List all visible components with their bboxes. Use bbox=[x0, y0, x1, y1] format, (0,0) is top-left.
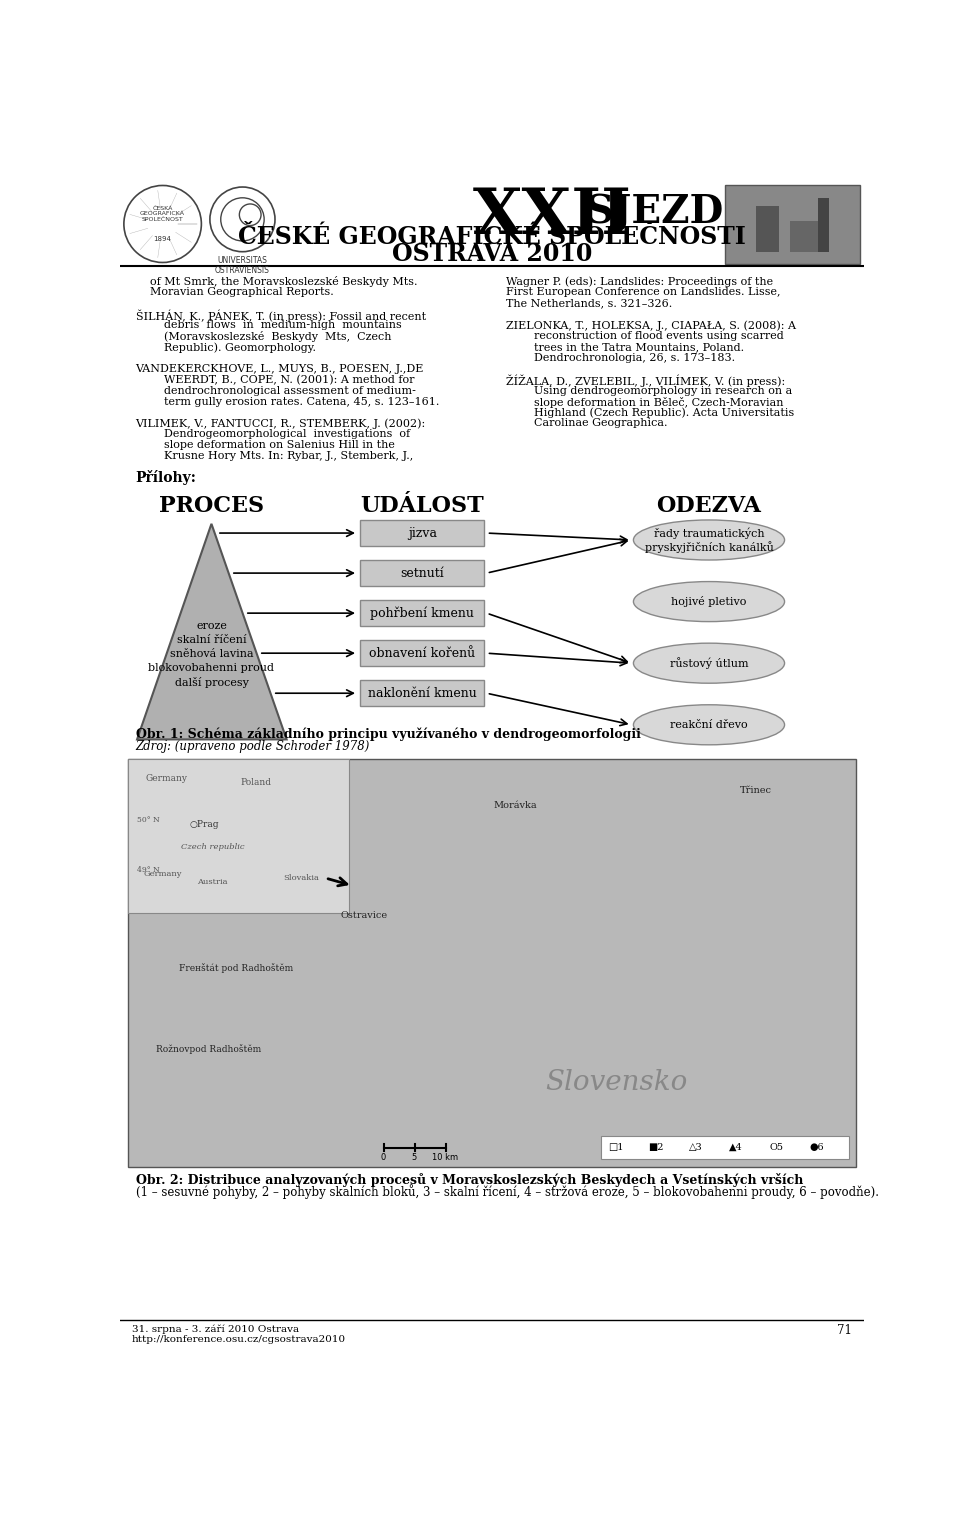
Text: Slovakia: Slovakia bbox=[283, 874, 319, 882]
Text: růstový útlum: růstový útlum bbox=[670, 657, 748, 669]
Text: Obr. 2: Distribuce analyzovaných procesů v Moravskoslezských Beskydech a Vsetíns: Obr. 2: Distribuce analyzovaných procesů… bbox=[135, 1173, 803, 1187]
Text: Carolinae Geographica.: Carolinae Geographica. bbox=[506, 418, 667, 429]
Text: reakční dřevo: reakční dřevo bbox=[670, 720, 748, 730]
Bar bbox=[818, 198, 829, 252]
Polygon shape bbox=[137, 524, 287, 739]
Text: Ostravice: Ostravice bbox=[341, 910, 388, 920]
Text: Rožnovpod Radhoštěm: Rožnovpod Radhoštěm bbox=[156, 1044, 262, 1053]
Text: PROCES: PROCES bbox=[159, 494, 264, 517]
Text: Třinec: Třinec bbox=[739, 786, 772, 795]
Text: First European Conference on Landslides. Lisse,: First European Conference on Landslides.… bbox=[506, 287, 780, 298]
Text: ●6: ●6 bbox=[809, 1143, 825, 1152]
Text: ■2: ■2 bbox=[649, 1143, 664, 1152]
Text: ODEZVA: ODEZVA bbox=[657, 494, 761, 517]
Text: Highland (Czech Republic). Acta Universitatis: Highland (Czech Republic). Acta Universi… bbox=[506, 407, 794, 418]
Ellipse shape bbox=[634, 705, 784, 745]
Text: Germany: Germany bbox=[143, 871, 181, 879]
Text: obnavení kořenů: obnavení kořenů bbox=[370, 646, 475, 660]
Text: dendrochronological assessment of medium-: dendrochronological assessment of medium… bbox=[135, 386, 416, 395]
Text: (1 – sesuvné pohyby, 2 – pohyby skalních bloků, 3 – skalní řícení, 4 – stržová e: (1 – sesuvné pohyby, 2 – pohyby skalních… bbox=[135, 1184, 878, 1199]
Text: VANDEKERCKHOVE, L., MUYS, B., POESEN, J.,DE: VANDEKERCKHOVE, L., MUYS, B., POESEN, J.… bbox=[135, 363, 424, 374]
Text: Přílohy:: Přílohy: bbox=[135, 470, 197, 485]
Text: UNIVERSITAS
OSTRAVIENSIS: UNIVERSITAS OSTRAVIENSIS bbox=[215, 255, 270, 275]
Text: of Mt Smrk, the Moravskoslezské Beskydy Mts.: of Mt Smrk, the Moravskoslezské Beskydy … bbox=[135, 277, 417, 287]
Text: slope deformation in Běleč, Czech-Moravian: slope deformation in Běleč, Czech-Moravi… bbox=[506, 397, 783, 407]
Text: pohřbení kmenu: pohřbení kmenu bbox=[371, 606, 474, 620]
Text: Wagner P. (eds): Landslides: Proceedings of the: Wagner P. (eds): Landslides: Proceedings… bbox=[506, 277, 773, 287]
Text: ▲4: ▲4 bbox=[730, 1143, 743, 1152]
Bar bbox=[790, 220, 822, 252]
Text: △3: △3 bbox=[689, 1143, 703, 1152]
Text: O5: O5 bbox=[770, 1143, 783, 1152]
Text: reconstruction of flood events using scarred: reconstruction of flood events using sca… bbox=[506, 331, 783, 340]
Text: slope deformation on Salenius Hill in the: slope deformation on Salenius Hill in th… bbox=[135, 441, 395, 450]
Text: □1: □1 bbox=[609, 1143, 624, 1152]
Text: naklonění kmenu: naklonění kmenu bbox=[368, 687, 476, 699]
Text: eroze
skalní říčení
sněhová lavina
blokovobahenni proud
další procesy: eroze skalní říčení sněhová lavina bloko… bbox=[149, 622, 275, 689]
Bar bbox=[756, 205, 779, 252]
Text: Obr. 1: Schéma základního principu využívaného v dendrogeomorfologii: Obr. 1: Schéma základního principu využí… bbox=[135, 728, 640, 742]
Text: hojivé pletivo: hojivé pletivo bbox=[671, 596, 747, 606]
Bar bbox=[128, 758, 348, 912]
Text: 50° N: 50° N bbox=[137, 816, 159, 824]
Text: ŽÍŽALA, D., ZVELEBIL, J., VILÍMEK, V. (in press):: ŽÍŽALA, D., ZVELEBIL, J., VILÍMEK, V. (i… bbox=[506, 375, 785, 388]
Bar bbox=[601, 1135, 849, 1160]
Text: UDÁLOST: UDÁLOST bbox=[360, 494, 484, 517]
Ellipse shape bbox=[634, 643, 784, 682]
Text: ŠILHÁN, K., PÁNEK, T. (in press): Fossil and recent: ŠILHÁN, K., PÁNEK, T. (in press): Fossil… bbox=[135, 309, 425, 322]
Text: OSTRAVA 2010: OSTRAVA 2010 bbox=[392, 243, 592, 266]
Text: trees in the Tatra Mountains, Poland.: trees in the Tatra Mountains, Poland. bbox=[506, 342, 744, 353]
Text: Austria: Austria bbox=[198, 879, 228, 886]
Text: VILIMEK, V., FANTUCCI, R., STEMBERK, J. (2002):: VILIMEK, V., FANTUCCI, R., STEMBERK, J. … bbox=[135, 418, 425, 429]
Text: XXII: XXII bbox=[472, 187, 632, 248]
Text: 5: 5 bbox=[412, 1152, 418, 1161]
Text: Zdroj: (upraveno podle Schroder 1978): Zdroj: (upraveno podle Schroder 1978) bbox=[135, 740, 370, 754]
Text: The Netherlands, s. 321–326.: The Netherlands, s. 321–326. bbox=[506, 298, 672, 309]
Text: Using dendrogeomorphology in research on a: Using dendrogeomorphology in research on… bbox=[506, 386, 792, 395]
Text: SJEZD: SJEZD bbox=[585, 193, 723, 231]
Text: 71: 71 bbox=[837, 1324, 852, 1338]
Text: Frенštát pod Radhoštěm: Frенštát pod Radhoštěm bbox=[180, 962, 294, 973]
FancyBboxPatch shape bbox=[360, 559, 484, 587]
Text: 0: 0 bbox=[381, 1152, 386, 1161]
FancyBboxPatch shape bbox=[360, 520, 484, 546]
Text: Czech republic: Czech republic bbox=[181, 844, 245, 851]
Text: 10 km: 10 km bbox=[432, 1152, 459, 1161]
Text: ČESKÁ
GEOGRAFICKÁ
SPOLEČNOST: ČESKÁ GEOGRAFICKÁ SPOLEČNOST bbox=[140, 205, 185, 222]
Ellipse shape bbox=[634, 582, 784, 622]
Text: jizva: jizva bbox=[408, 526, 437, 540]
Text: setnutí: setnutí bbox=[400, 567, 444, 579]
Text: Dendrochronologia, 26, s. 173–183.: Dendrochronologia, 26, s. 173–183. bbox=[506, 353, 735, 363]
FancyBboxPatch shape bbox=[360, 600, 484, 626]
FancyBboxPatch shape bbox=[360, 679, 484, 707]
Text: Morávka: Morávka bbox=[493, 801, 537, 810]
Text: WEERDT, B., COPE, N. (2001): A method for: WEERDT, B., COPE, N. (2001): A method fo… bbox=[135, 375, 414, 385]
Text: Germany: Germany bbox=[146, 774, 187, 783]
Text: (Moravskoslezské  Beskydy  Mts,  Czech: (Moravskoslezské Beskydy Mts, Czech bbox=[135, 331, 391, 342]
Text: 31. srpna - 3. září 2010 Ostrava
http://konference.osu.cz/cgsostrava2010: 31. srpna - 3. září 2010 Ostrava http://… bbox=[132, 1324, 346, 1344]
Text: Krusne Hory Mts. In: Rybar, J., Stemberk, J.,: Krusne Hory Mts. In: Rybar, J., Stemberk… bbox=[135, 451, 413, 461]
FancyBboxPatch shape bbox=[360, 640, 484, 666]
Text: ZIELONKA, T., HOLEKSA, J., CIAPAŁA, S. (2008): A: ZIELONKA, T., HOLEKSA, J., CIAPAŁA, S. (… bbox=[506, 321, 796, 331]
Ellipse shape bbox=[634, 520, 784, 559]
Text: Poland: Poland bbox=[240, 778, 271, 787]
Text: Slovensko: Slovensko bbox=[545, 1069, 687, 1096]
Bar bbox=[128, 758, 856, 1167]
Text: Dendrogeomorphological  investigations  of: Dendrogeomorphological investigations of bbox=[135, 430, 410, 439]
Text: Moravian Geographical Reports.: Moravian Geographical Reports. bbox=[135, 287, 333, 298]
Text: řady traumatických
pryskyjřičních kanálků: řady traumatických pryskyjřičních kanálk… bbox=[644, 527, 774, 553]
Text: ○Prag: ○Prag bbox=[190, 821, 219, 830]
Text: Republic). Geomorphology.: Republic). Geomorphology. bbox=[135, 342, 316, 353]
Text: debris  flows  in  medium-high  mountains: debris flows in medium-high mountains bbox=[135, 321, 401, 330]
Text: 49° N: 49° N bbox=[137, 866, 159, 874]
Bar bbox=[725, 185, 860, 264]
Text: 1894: 1894 bbox=[154, 236, 172, 242]
Text: ČESKÉ GEOGRAFICKÉ SPOLEČNOSTI: ČESKÉ GEOGRAFICKÉ SPOLEČNOSTI bbox=[238, 225, 746, 249]
Text: term gully erosion rates. Catena, 45, s. 123–161.: term gully erosion rates. Catena, 45, s.… bbox=[135, 397, 439, 407]
